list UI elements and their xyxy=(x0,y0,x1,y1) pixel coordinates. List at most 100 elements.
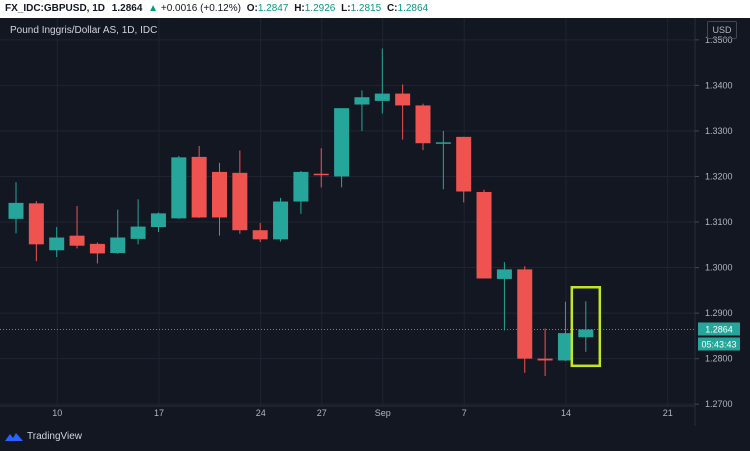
candle-down[interactable] xyxy=(89,242,105,264)
candle-body xyxy=(435,142,451,144)
y-tick-label: 1.3300 xyxy=(705,126,733,136)
y-tick-label: 1.3500 xyxy=(705,35,733,45)
candle-body xyxy=(69,235,85,246)
candle-body xyxy=(150,213,166,228)
y-tick-label: 1.3000 xyxy=(705,263,733,273)
candle-body xyxy=(456,136,472,192)
low-label: L: xyxy=(341,3,351,14)
candle-body xyxy=(130,226,146,239)
candle-body xyxy=(517,269,533,359)
candles xyxy=(8,48,594,376)
candle-down[interactable] xyxy=(191,145,207,218)
high-value: 1.2926 xyxy=(304,3,336,14)
footer xyxy=(0,426,750,451)
y-tick-label: 1.2800 xyxy=(705,354,733,364)
candle-body xyxy=(110,237,126,253)
y-tick-label: 1.3100 xyxy=(705,217,733,227)
candle-up[interactable] xyxy=(557,301,573,361)
horizontal-grid xyxy=(0,39,695,405)
candle-down[interactable] xyxy=(232,150,248,234)
candle-down[interactable] xyxy=(415,103,431,151)
candle-down[interactable] xyxy=(537,328,553,376)
candle-body xyxy=(273,201,289,240)
candle-down[interactable] xyxy=(212,162,227,236)
candle-down[interactable] xyxy=(456,136,472,203)
candle-up[interactable] xyxy=(334,108,350,188)
candle-down[interactable] xyxy=(313,148,329,188)
tradingview-logo[interactable]: TradingView xyxy=(5,431,82,442)
candle-body xyxy=(496,269,512,279)
currency-button[interactable]: USD xyxy=(707,21,737,39)
candle-body xyxy=(354,97,370,105)
candle-body xyxy=(8,202,24,219)
candle-body xyxy=(334,108,350,177)
candle-up[interactable] xyxy=(273,197,289,242)
x-tick-label: 21 xyxy=(663,408,673,418)
candle-up[interactable] xyxy=(354,90,370,131)
x-tick-label: 14 xyxy=(561,408,571,418)
countdown-label: 05:43:43 xyxy=(701,339,736,349)
ohlc-header: FX_IDC:GBPUSD, 1D 1.2864 ▲ +0.0016 (+0.1… xyxy=(0,0,750,18)
low-value: 1.2815 xyxy=(350,3,382,14)
time-axis[interactable]: 10 17 24 27 Sep 7 14 21 xyxy=(52,408,673,418)
last-price-tag: 1.2864 05:43:43 xyxy=(698,322,740,351)
x-tick-label: 24 xyxy=(256,408,266,418)
candle-body xyxy=(415,105,431,144)
candle-down[interactable] xyxy=(517,266,533,373)
close-label: C: xyxy=(386,3,398,14)
symbol-name[interactable]: FX_IDC:GBPUSD, 1D xyxy=(5,3,106,14)
candle-up[interactable] xyxy=(49,227,65,258)
high-label: H: xyxy=(294,3,305,14)
open-label: O: xyxy=(246,3,258,14)
last-price-label: 1.2864 xyxy=(705,324,733,334)
candle-down[interactable] xyxy=(28,201,44,262)
x-tick-label: 17 xyxy=(154,408,164,418)
highlight-box xyxy=(570,286,602,368)
change-value: +0.0016 (+0.12%) xyxy=(160,3,241,14)
candle-down[interactable] xyxy=(476,189,492,279)
candle-down[interactable] xyxy=(69,206,85,249)
candle-up[interactable] xyxy=(130,199,146,245)
candle-up[interactable] xyxy=(374,48,390,114)
candle-body xyxy=(191,156,207,218)
logo-text: TradingView xyxy=(27,431,83,442)
candle-up[interactable] xyxy=(8,182,24,234)
y-tick-label: 1.3200 xyxy=(705,171,733,181)
candle-down[interactable] xyxy=(252,222,268,243)
candle-body xyxy=(232,172,248,231)
close-value: 1.2864 xyxy=(397,3,429,14)
candle-body xyxy=(171,157,187,219)
candle-down[interactable] xyxy=(395,84,411,140)
series-legend[interactable]: Pound Inggris/Dollar AS, 1D, IDC xyxy=(10,25,158,36)
candle-up[interactable] xyxy=(578,301,594,352)
y-tick-label: 1.3400 xyxy=(705,80,733,90)
change-up-icon: ▲ xyxy=(148,3,159,14)
candle-body xyxy=(476,191,492,279)
candle-up[interactable] xyxy=(293,171,309,214)
candle-body xyxy=(28,203,44,245)
candle-body xyxy=(313,173,329,176)
candle-body xyxy=(89,243,105,254)
candle-up[interactable] xyxy=(171,155,187,219)
candle-up[interactable] xyxy=(435,130,451,190)
candle-body xyxy=(557,333,573,361)
vertical-grid xyxy=(56,18,669,406)
open-value: 1.2847 xyxy=(257,3,289,14)
x-tick-label: Sep xyxy=(375,408,391,418)
candle-body xyxy=(212,171,227,218)
candle-body xyxy=(293,171,309,202)
candle-up[interactable] xyxy=(496,262,512,331)
tradingview-logo-icon xyxy=(5,432,23,441)
price-axis[interactable]: 1.3500 1.3400 1.3300 1.3200 1.3100 1.3000 1.29… xyxy=(695,35,733,409)
candle-up[interactable] xyxy=(150,212,166,233)
candlestick-chart[interactable]: 1.3500 1.3400 1.3300 1.3200 1.3100 1.3000 1.29… xyxy=(0,0,750,426)
x-tick-label: 10 xyxy=(52,408,62,418)
y-tick-label: 1.2900 xyxy=(705,308,733,318)
candle-body xyxy=(374,93,390,101)
candle-body xyxy=(395,93,411,106)
candle-up[interactable] xyxy=(110,209,126,254)
candle-body xyxy=(252,230,268,240)
x-tick-label: 7 xyxy=(462,408,467,418)
candle-body xyxy=(49,237,65,251)
last-price: 1.2864 xyxy=(111,3,143,14)
